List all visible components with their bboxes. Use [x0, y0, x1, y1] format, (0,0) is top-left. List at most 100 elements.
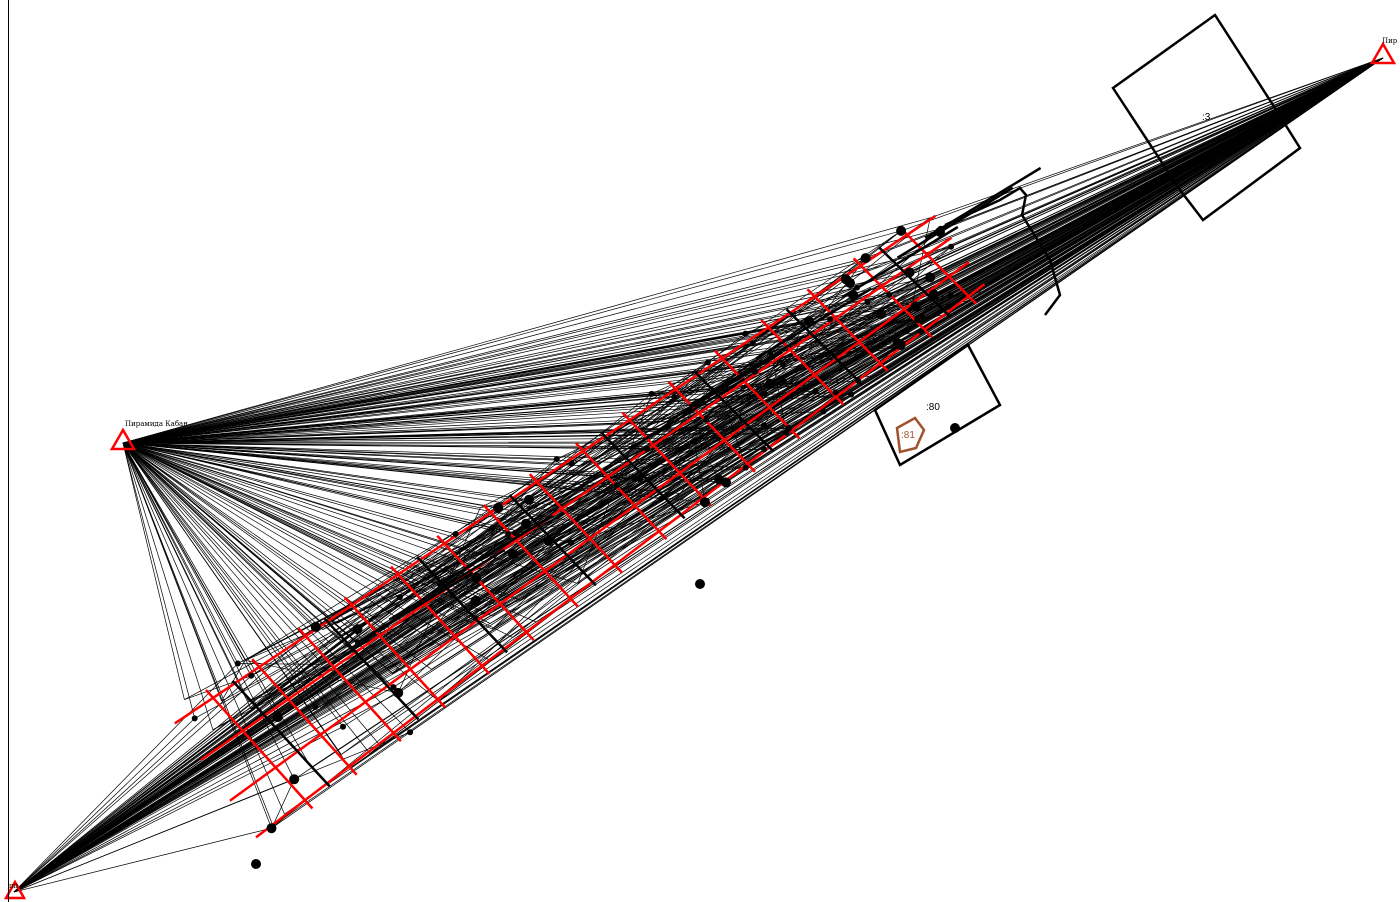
- survey-point[interactable]: [918, 328, 925, 335]
- survey-point[interactable]: [644, 446, 651, 452]
- survey-point[interactable]: [695, 579, 705, 589]
- triangle-station-icon[interactable]: [1369, 41, 1397, 65]
- survey-point[interactable]: [471, 572, 482, 583]
- survey-point[interactable]: [507, 548, 518, 559]
- survey-point[interactable]: [914, 317, 921, 324]
- observation-line: [392, 432, 719, 674]
- survey-points: [191, 225, 960, 869]
- survey-point[interactable]: [832, 389, 839, 396]
- survey-point[interactable]: [904, 267, 915, 278]
- survey-point[interactable]: [521, 518, 531, 529]
- survey-point[interactable]: [950, 423, 960, 433]
- survey-point[interactable]: [948, 243, 954, 250]
- observation-line: [250, 642, 331, 710]
- survey-point[interactable]: [396, 594, 403, 601]
- survey-point[interactable]: [543, 535, 554, 546]
- survey-point[interactable]: [613, 482, 620, 489]
- survey-point[interactable]: [513, 530, 520, 537]
- survey-point[interactable]: [393, 687, 404, 698]
- observation-line: [660, 246, 952, 499]
- survey-point[interactable]: [191, 715, 198, 722]
- survey-point[interactable]: [505, 531, 512, 537]
- survey-point[interactable]: [340, 723, 346, 730]
- survey-point[interactable]: [779, 361, 786, 368]
- survey-point[interactable]: [568, 539, 575, 546]
- survey-point[interactable]: [812, 387, 819, 394]
- survey-point[interactable]: [781, 378, 788, 385]
- survey-black-line: [924, 166, 1042, 239]
- survey-point[interactable]: [489, 525, 496, 532]
- survey-point[interactable]: [886, 291, 893, 298]
- survey-point[interactable]: [765, 378, 776, 389]
- survey-point[interactable]: [352, 624, 363, 635]
- survey-point[interactable]: [742, 464, 749, 471]
- survey-point[interactable]: [704, 359, 711, 366]
- survey-point[interactable]: [452, 531, 459, 537]
- survey-point[interactable]: [910, 301, 921, 312]
- survey-point[interactable]: [935, 227, 945, 237]
- survey-point[interactable]: [848, 290, 859, 300]
- survey-point[interactable]: [947, 292, 954, 299]
- survey-point[interactable]: [892, 338, 903, 349]
- survey-point[interactable]: [827, 316, 834, 323]
- parcel-3-outline[interactable]: [1111, 13, 1302, 222]
- survey-point[interactable]: [845, 278, 855, 288]
- survey-point[interactable]: [860, 253, 871, 264]
- survey-point[interactable]: [903, 328, 910, 335]
- survey-point[interactable]: [390, 684, 397, 691]
- survey-point[interactable]: [919, 314, 926, 321]
- survey-point[interactable]: [925, 272, 936, 283]
- observation-line: [340, 479, 720, 755]
- survey-point[interactable]: [568, 460, 575, 467]
- survey-point[interactable]: [234, 660, 241, 667]
- survey-point[interactable]: [553, 456, 560, 463]
- survey-point[interactable]: [786, 425, 792, 432]
- parcel-81-outline[interactable]: [895, 416, 926, 454]
- survey-point[interactable]: [407, 729, 414, 736]
- survey-point[interactable]: [820, 408, 827, 415]
- survey-point[interactable]: [658, 495, 665, 502]
- survey-point[interactable]: [896, 225, 907, 236]
- survey-point[interactable]: [691, 438, 698, 445]
- survey-point[interactable]: [742, 330, 749, 337]
- parcel-80-outline[interactable]: [873, 343, 1002, 467]
- observation-line: [122, 442, 490, 572]
- survey-point[interactable]: [855, 377, 862, 384]
- observation-line: [13, 675, 252, 893]
- survey-point[interactable]: [760, 422, 767, 429]
- survey-point[interactable]: [761, 390, 768, 397]
- triangle-station-icon[interactable]: [109, 427, 137, 451]
- survey-point[interactable]: [493, 502, 504, 513]
- survey-point[interactable]: [752, 368, 758, 375]
- survey-point[interactable]: [524, 494, 534, 505]
- survey-point[interactable]: [470, 595, 481, 606]
- survey-cross-line: [343, 596, 447, 709]
- survey-point[interactable]: [876, 309, 887, 319]
- survey-point[interactable]: [928, 289, 939, 300]
- survey-point[interactable]: [289, 774, 300, 785]
- survey-point[interactable]: [310, 621, 321, 632]
- survey-point[interactable]: [767, 349, 774, 356]
- triangle-station-icon[interactable]: [3, 879, 27, 900]
- survey-point[interactable]: [804, 316, 815, 327]
- survey-point[interactable]: [761, 446, 768, 453]
- survey-point[interactable]: [848, 391, 855, 398]
- survey-point[interactable]: [648, 390, 655, 397]
- survey-point[interactable]: [631, 475, 638, 482]
- survey-point[interactable]: [354, 639, 361, 646]
- survey-point[interactable]: [714, 474, 725, 485]
- observation-line: [122, 424, 764, 444]
- survey-point[interactable]: [248, 672, 255, 679]
- survey-point[interactable]: [312, 704, 319, 710]
- survey-point[interactable]: [864, 299, 871, 306]
- survey-point[interactable]: [749, 340, 756, 347]
- survey-point[interactable]: [272, 712, 283, 723]
- survey-point[interactable]: [703, 416, 710, 423]
- survey-point[interactable]: [700, 497, 710, 508]
- survey-point[interactable]: [251, 859, 261, 869]
- survey-point[interactable]: [671, 394, 678, 400]
- survey-point[interactable]: [854, 284, 860, 291]
- survey-point[interactable]: [637, 475, 644, 482]
- survey-point[interactable]: [266, 823, 277, 834]
